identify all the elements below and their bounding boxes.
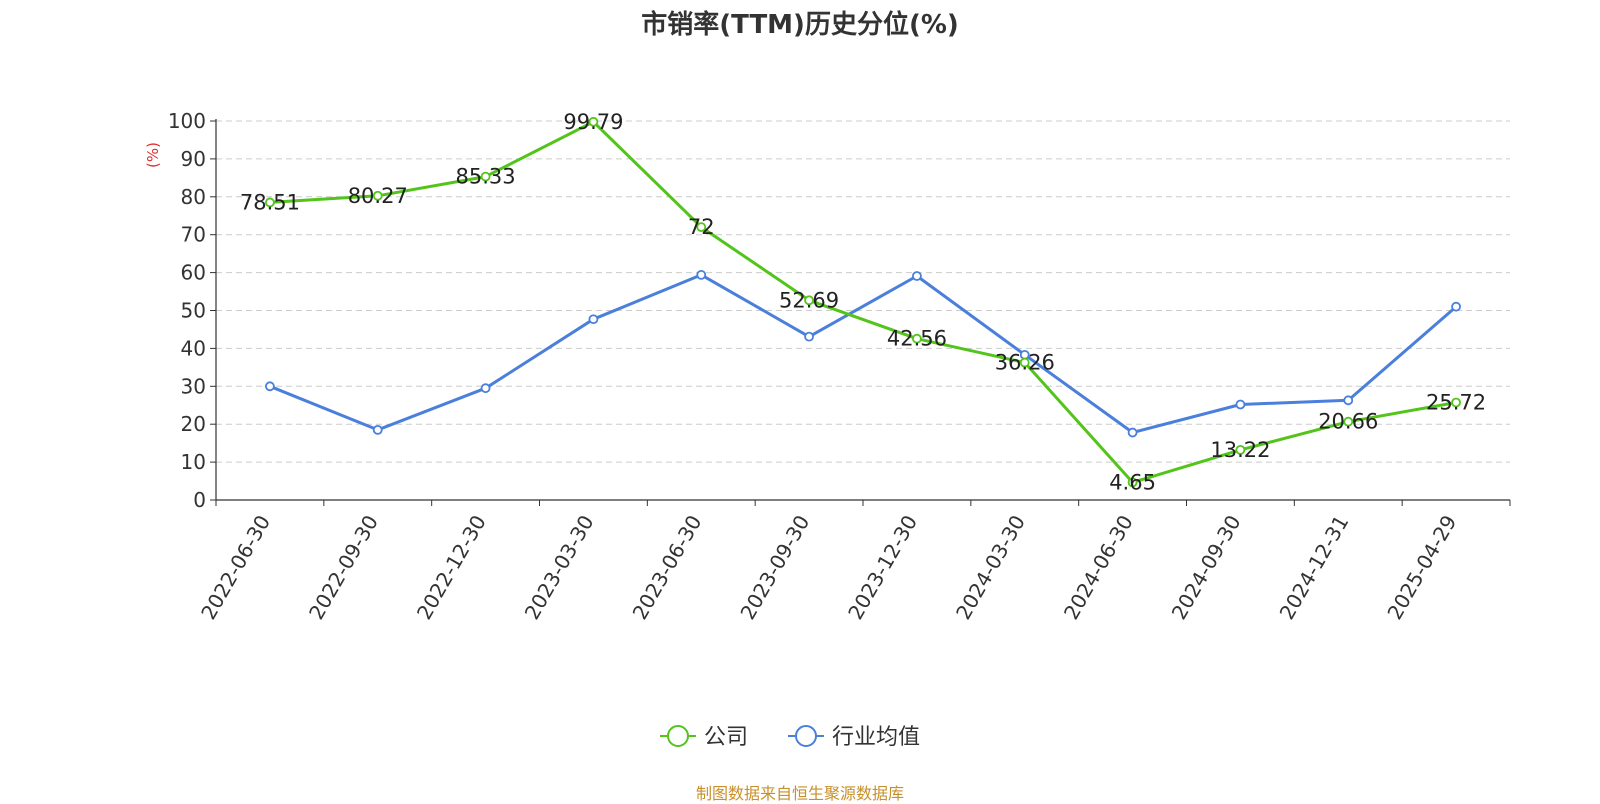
data-label: 20.66 [1318,410,1378,434]
data-point [1127,477,1138,488]
data-point [912,271,922,281]
data-point [1451,301,1461,312]
legend-label: 公司 [704,725,748,750]
data-point [372,190,383,201]
data-point [696,222,707,233]
y-tick-label: 0 [193,488,206,512]
data-point [480,171,491,182]
data-point [912,333,922,344]
grid-lines [216,120,1510,463]
legend-marker [795,725,817,747]
x-tick-label: 2024-09-30 [1167,511,1246,624]
x-tick-label: 2023-12-30 [843,511,922,624]
y-tick-label: 30 [181,374,206,398]
data-point [1235,444,1246,455]
data-label: 78.51 [240,190,300,214]
data-point [1235,399,1246,410]
data-labels: 78.51 80.27 85.33 99.79 72 52.69 42.56 36.26 4.6… [240,110,1486,495]
x-tick-label: 2023-09-30 [735,511,814,624]
data-label: 85.33 [456,165,516,189]
chart-title: 市销率(TTM)历史分位(%) [641,10,959,40]
data-label: 52.69 [779,288,839,312]
y-tick-label: 40 [181,336,206,360]
data-label: 80.27 [348,184,408,208]
data-point [1343,395,1354,406]
x-tick-label: 2022-06-30 [196,511,275,624]
data-point [372,424,383,435]
legend-marker [667,725,689,747]
data-point [1019,357,1030,368]
data-point [480,383,491,394]
legend-industry-average: 行业均值 [788,725,920,750]
data-label: 25.72 [1426,391,1486,415]
data-label: 36.26 [995,351,1055,375]
y-tick-label: 20 [181,412,206,436]
data-point [1451,397,1461,408]
data-label: 42.56 [887,327,947,351]
source-note: 制图数据来自恒生聚源数据库 [695,784,904,803]
x-tick-label: 2022-09-30 [304,511,383,624]
series-line-industry-average [269,273,1458,434]
y-tick-label: 50 [181,299,206,323]
y-tick-label: 80 [181,185,206,209]
x-tick-label: 2023-06-30 [628,511,707,624]
y-tick-label: 100 [168,109,206,133]
data-point [265,197,275,208]
data-point [804,331,814,342]
x-tick-label: 2023-03-30 [520,511,599,624]
x-tick-label: 2025-04-29 [1382,511,1461,624]
x-tick-label: 2024-12-31 [1275,511,1354,624]
data-point [1343,416,1354,427]
series-line-company [269,120,1457,484]
data-label: 72 [688,215,715,239]
data-point [588,314,599,325]
legend-company: 公司 [660,725,748,750]
y-tick-label: 90 [181,147,206,171]
x-tick-label: 2022-12-30 [412,511,491,624]
data-label: 13.22 [1210,438,1270,462]
data-point [804,295,814,306]
legend-label: 行业均值 [832,725,920,750]
x-tick-label: 2024-06-30 [1059,511,1138,624]
y-tick-label: 60 [181,261,206,285]
data-point [265,381,275,392]
x-tick-label: 2024-03-30 [951,511,1030,624]
y-axis-label: (%) [144,142,162,168]
data-label: 99.79 [563,110,623,134]
data-point [588,116,599,127]
y-tick-label: 70 [181,223,206,247]
data-point [1127,427,1138,438]
data-label: 4.65 [1109,470,1156,494]
y-tick-label: 10 [181,450,206,474]
legend: 公司 行业均值 [660,725,920,750]
series-lines [265,116,1461,488]
data-point [696,269,707,280]
